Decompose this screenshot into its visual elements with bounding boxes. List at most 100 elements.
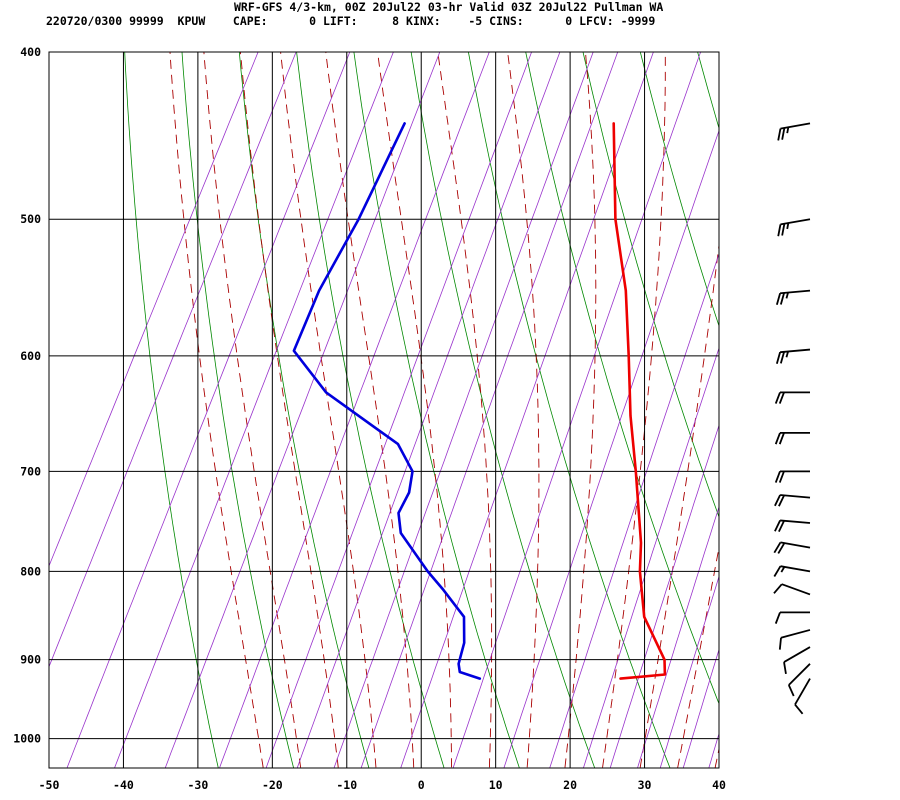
moist-adiabat-line — [377, 52, 452, 768]
dry-adiabat-line — [697, 52, 719, 130]
wind-barb-staff — [788, 663, 811, 686]
wind-barb — [787, 663, 811, 697]
wind-barb-flag — [773, 541, 782, 554]
moist-adiabat-line — [169, 52, 264, 768]
mixing-ratio-line — [609, 424, 719, 768]
wind-barb — [777, 218, 811, 237]
x-tick-label: 40 — [712, 778, 726, 792]
y-tick-label: 600 — [20, 349, 41, 363]
mixing-ratio-line — [452, 52, 702, 768]
mixing-ratio-line — [164, 52, 441, 768]
wind-barb-flag — [778, 494, 785, 507]
wind-barb-flag — [777, 128, 782, 141]
mixing-ratio-line — [549, 252, 719, 768]
wind-barb-staff — [780, 122, 811, 130]
x-tick-label: -10 — [336, 778, 357, 792]
mixing-ratio-line — [637, 505, 719, 768]
dry-adiabat-line — [876, 0, 900, 782]
wind-barb-flag — [778, 471, 785, 483]
wind-barb-flag — [778, 432, 785, 445]
y-tick-label: 1000 — [13, 732, 41, 746]
wind-barb-half-flag — [786, 127, 790, 134]
dry-adiabat-line — [181, 52, 295, 768]
wind-barb-staff — [780, 494, 811, 499]
dry-adiabat-line — [124, 52, 219, 768]
wind-barb-staff — [794, 678, 811, 705]
wind-barb — [775, 289, 811, 306]
x-tick-label: -50 — [39, 778, 60, 792]
dry-adiabat-line — [641, 0, 900, 782]
x-tick-label: 20 — [563, 778, 577, 792]
mixing-ratio-line — [582, 346, 719, 768]
mixing-ratio-line — [66, 52, 351, 768]
x-tick-label: 0 — [418, 778, 425, 792]
wind-barb-flag — [774, 392, 781, 404]
mixing-ratio-line — [114, 52, 394, 768]
wind-barb — [778, 629, 811, 650]
wind-barb-flag — [775, 351, 781, 364]
moist-adiabat-line — [437, 52, 493, 768]
background-lines — [49, 0, 900, 782]
dry-adiabat-line — [582, 52, 719, 519]
wind-barb-half-flag — [780, 566, 786, 573]
wind-barb-half-flag — [785, 292, 789, 299]
moist-adiabat-line — [325, 52, 415, 768]
dry-adiabat-line — [639, 52, 719, 328]
wind-barb — [775, 348, 811, 364]
moist-adiabat-line — [203, 52, 302, 768]
dry-adiabat-line — [829, 0, 900, 782]
axis-tick-labels: -50 -40 -30 -20 -10 0 10 20 30 40 400 500 600 700 800 9… — [13, 45, 726, 792]
wind-barb-flag — [779, 351, 785, 364]
x-tick-label: -30 — [187, 778, 208, 792]
wind-barb-flag — [775, 292, 781, 306]
wind-barb — [777, 122, 811, 141]
wind-barb-staff — [783, 646, 811, 663]
wind-barb-flag — [779, 292, 785, 305]
wind-barb-flag — [774, 432, 781, 445]
y-tick-label: 700 — [20, 464, 41, 478]
wind-barb-flag — [778, 520, 785, 532]
wind-barb-staff — [780, 519, 811, 524]
plot-frame — [48, 51, 720, 769]
wind-barb — [774, 391, 810, 404]
mixing-ratio-line — [296, 52, 561, 768]
wind-barb-flag — [783, 661, 787, 675]
wind-barb-staff — [780, 348, 811, 354]
chart-title: WRF-GFS 4/3-km, 00Z 20Jul22 03-hr Valid … — [234, 0, 664, 14]
wind-barb-staff — [780, 565, 811, 573]
wind-barb — [773, 565, 811, 577]
dry-adiabat-line — [467, 52, 671, 768]
mixing-ratio-line — [360, 52, 619, 768]
wind-barb — [774, 470, 810, 483]
mixing-ratio-line — [659, 575, 719, 768]
dry-adiabat-line — [296, 52, 445, 768]
wind-barb-flag — [777, 542, 786, 554]
dry-adiabat-line — [688, 0, 900, 782]
temperature-profile-line — [612, 122, 667, 680]
moist-adiabat-line — [749, 0, 900, 782]
moist-adiabat-line — [239, 52, 339, 768]
wind-barb — [794, 678, 811, 715]
dry-adiabat-line — [238, 52, 370, 768]
mixing-ratio-line — [708, 732, 719, 768]
dry-adiabat-line — [353, 52, 520, 768]
dry-adiabat-line — [735, 0, 900, 782]
y-tick-label: 500 — [20, 212, 41, 226]
wind-barb-flag — [774, 612, 781, 624]
dry-adiabat-line — [410, 52, 596, 768]
wind-barb — [774, 611, 810, 624]
wind-barb — [773, 583, 811, 596]
y-tick-label: 900 — [20, 653, 41, 667]
y-tick-label: 800 — [20, 564, 41, 578]
wind-barb-staff — [781, 583, 811, 596]
wind-barb-half-flag — [786, 222, 790, 230]
y-tick-label: 400 — [20, 45, 41, 59]
mixing-ratio-line — [49, 52, 297, 668]
moist-adiabat-line — [714, 746, 719, 768]
mixing-ratio-line — [219, 52, 490, 768]
wind-barb — [774, 432, 810, 445]
wind-barb-flag — [774, 494, 781, 507]
moist-adiabat-line — [639, 241, 719, 768]
dry-adiabat-line — [525, 52, 719, 705]
